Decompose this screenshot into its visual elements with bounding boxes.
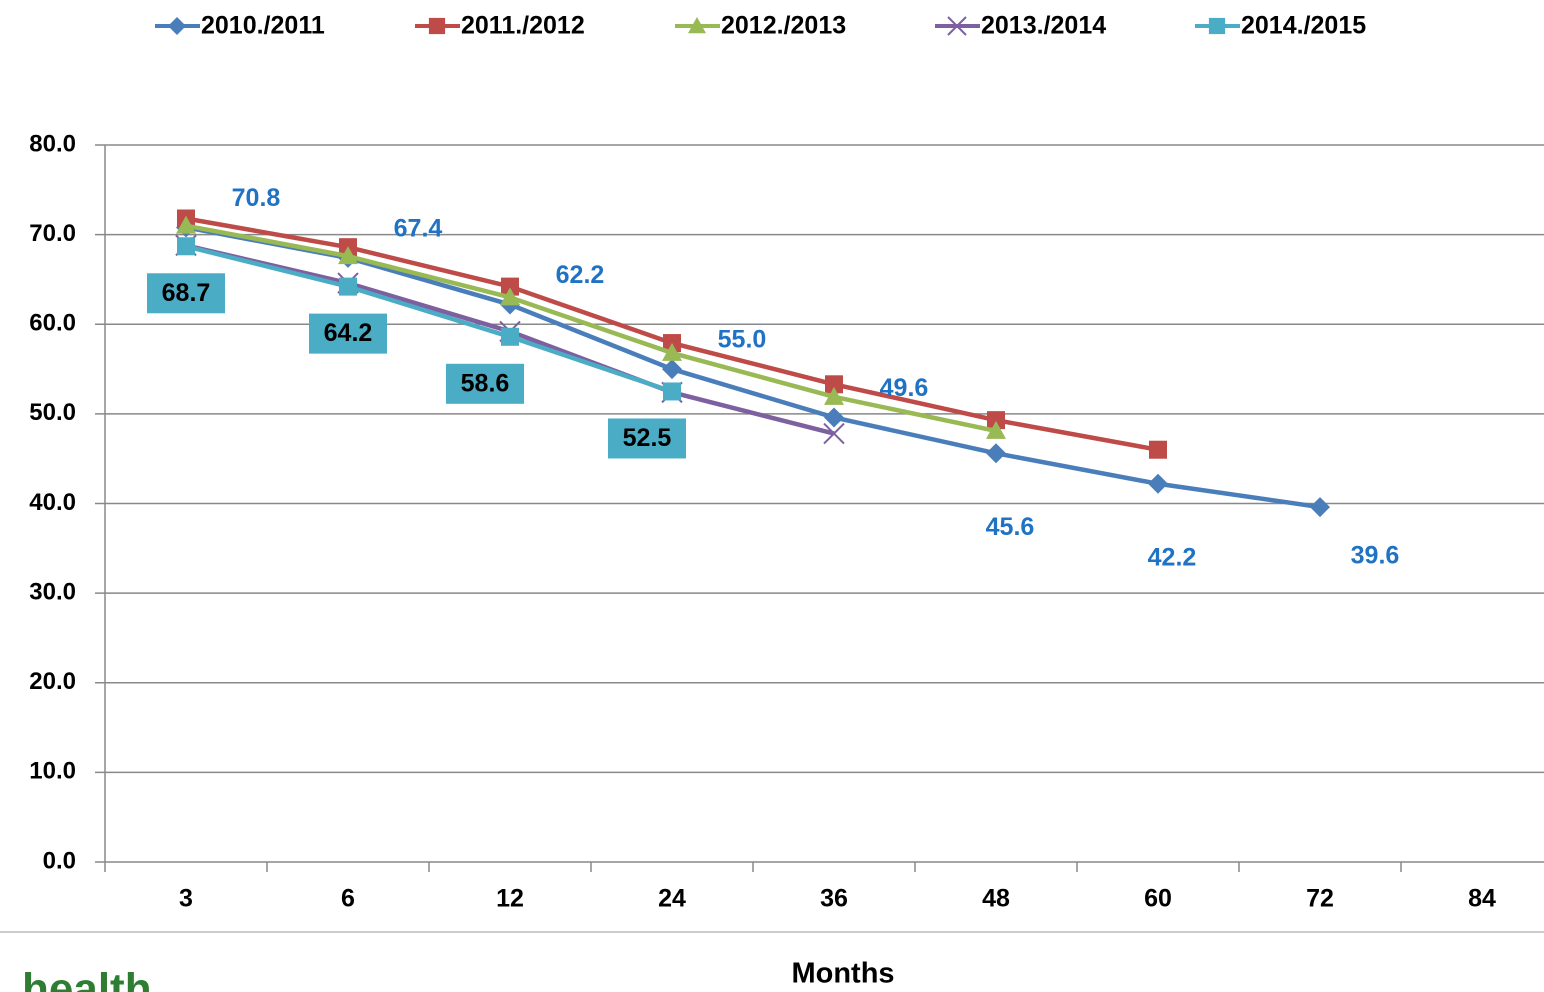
marker <box>823 422 845 445</box>
marker <box>500 287 520 306</box>
legend-label: 2011./2012 <box>461 12 585 40</box>
logo-text: health <box>22 965 152 992</box>
legend-label: 2010./2011 <box>201 12 325 40</box>
data-label: 64.2 <box>324 319 373 347</box>
marker <box>501 327 519 346</box>
marker <box>339 277 357 296</box>
data-label: 62.2 <box>556 261 605 289</box>
marker <box>1208 17 1226 35</box>
marker <box>501 277 519 296</box>
y-tick-label: 30.0 <box>29 578 76 605</box>
data-label: 52.5 <box>623 424 672 452</box>
y-tick-label: 10.0 <box>29 758 76 785</box>
marker <box>662 342 682 361</box>
data-label: 68.7 <box>162 279 211 307</box>
marker <box>663 382 681 401</box>
x-tick-label: 36 <box>820 885 848 913</box>
data-label: 49.6 <box>880 374 929 402</box>
legend-label: 2014./2015 <box>1241 12 1366 40</box>
y-tick-label: 0.0 <box>43 847 76 874</box>
marker <box>1148 473 1168 494</box>
x-tick-label: 60 <box>1144 885 1172 913</box>
data-label: 67.4 <box>394 215 443 243</box>
marker <box>338 246 358 265</box>
series-line <box>185 223 997 434</box>
marker <box>168 17 186 35</box>
data-label-box <box>309 313 387 354</box>
data-label-box <box>446 363 524 404</box>
x-tick-label: 24 <box>658 885 686 913</box>
marker <box>662 359 682 380</box>
legend-label: 2013./2014 <box>981 12 1106 40</box>
y-tick-label: 20.0 <box>29 668 76 695</box>
marker <box>986 443 1006 464</box>
x-tick-label: 12 <box>496 885 524 913</box>
data-label: 45.6 <box>986 513 1035 541</box>
marker <box>176 215 196 234</box>
series-line <box>185 244 673 394</box>
marker <box>824 386 844 405</box>
x-tick-label: 6 <box>341 885 355 913</box>
data-label: 58.6 <box>461 369 510 397</box>
y-tick-label: 60.0 <box>29 310 76 337</box>
marker <box>986 420 1006 439</box>
marker <box>987 411 1005 430</box>
series-line <box>185 225 1321 510</box>
data-label-box <box>147 273 225 314</box>
x-tick-label: 84 <box>1468 885 1496 913</box>
x-tick-label: 48 <box>982 885 1010 913</box>
y-tick-label: 80.0 <box>29 130 76 157</box>
marker <box>428 17 446 35</box>
marker <box>825 375 843 394</box>
y-tick-label: 70.0 <box>29 220 76 247</box>
data-label: 39.6 <box>1351 542 1400 570</box>
x-tick-label: 72 <box>1306 885 1334 913</box>
data-label: 55.0 <box>718 326 767 354</box>
y-tick-label: 50.0 <box>29 399 76 426</box>
data-label-box <box>608 418 686 459</box>
legend-label: 2012./2013 <box>721 12 846 40</box>
y-tick-label: 40.0 <box>29 489 76 516</box>
data-label: 70.8 <box>232 184 281 212</box>
data-label: 42.2 <box>1148 543 1197 571</box>
marker <box>1310 497 1330 518</box>
marker <box>824 407 844 428</box>
marker <box>688 17 706 34</box>
marker <box>177 237 195 256</box>
marker <box>1149 440 1167 459</box>
x-tick-label: 3 <box>179 885 193 913</box>
x-axis-title: Months <box>791 958 894 990</box>
marker <box>947 16 967 36</box>
